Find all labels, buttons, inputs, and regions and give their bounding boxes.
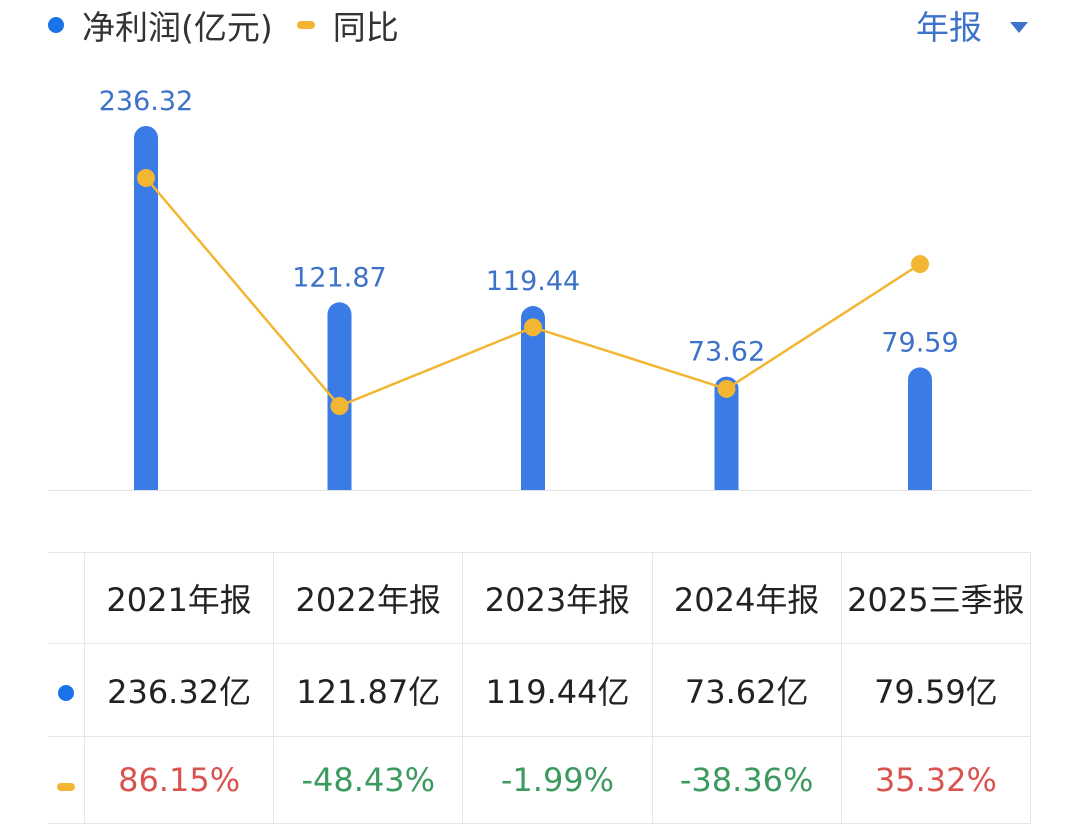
line-legend-label: 同比 [332,8,399,47]
caret-down-icon [1010,21,1028,33]
bar-2024年报 [714,376,739,490]
bar-legend-label: 净利润(亿元) [82,8,273,47]
yoy-cell: -1.99% [462,736,653,824]
net-profit-cell: 73.62亿 [651,643,842,737]
period-selector-label: 年报 [916,8,982,47]
line-series-dash [57,783,75,791]
net-profit-cell: 121.87亿 [273,643,464,737]
bar-series-dot [58,685,74,701]
yoy-cell: -48.43% [273,736,464,824]
table-header-cell: 2021年报 [83,552,275,644]
data-table: 2021年报 2022年报 2023年报 2024年报 2025三季报 236.… [48,552,1032,824]
net-profit-cell: 236.32亿 [83,643,275,737]
chart-legend: 净利润(亿元) 同比 [48,0,399,50]
bar-2022年报 [327,302,352,490]
yoy-point-2025三季报 [911,255,929,274]
table-header-cell: 2024年报 [651,552,842,644]
yoy-cell: -38.36% [651,736,842,824]
net-profit-chart: 236.32 121.87 119.44 73.62 79.59 [48,86,1031,491]
yoy-point-2023年报 [524,318,542,337]
yoy-point-2021年报 [137,169,155,187]
bar-legend-dot [48,17,64,33]
yoy-cell: 86.15% [83,736,275,824]
table-header-cell: 2022年报 [273,552,464,644]
table-header-row: 2021年报 2022年报 2023年报 2024年报 2025三季报 [48,552,1032,644]
bar-data-label: 73.62 [688,337,765,368]
net-profit-cell: 119.44亿 [462,643,653,737]
net-profit-cell: 79.59亿 [840,643,1032,737]
line-legend-dash [296,21,315,29]
net-profit-marker [48,643,85,737]
table-header-cell: 2025三季报 [840,552,1032,644]
yoy-cell: 35.32% [840,736,1032,824]
bar-data-label: 236.32 [99,86,193,117]
bar-data-label: 119.44 [486,266,580,297]
bar-2023年报 [521,306,545,490]
yoy-point-2022年报 [330,397,349,415]
bar-2021年报 [134,126,158,490]
table-header-cell: 2023年报 [462,552,653,644]
bar-data-label: 121.87 [292,262,386,293]
table-corner [48,552,85,644]
bar-data-label: 79.59 [881,327,958,358]
yoy-point-2024年报 [717,379,736,398]
table-row-yoy: 86.15% -48.43% -1.99% -38.36% 35.32% [48,736,1032,824]
period-selector[interactable]: 年报 [916,0,1028,50]
yoy-marker [48,736,85,824]
table-row-net-profit: 236.32亿 121.87亿 119.44亿 73.62亿 79.59亿 [48,643,1032,737]
bar-2025三季报 [908,367,932,490]
